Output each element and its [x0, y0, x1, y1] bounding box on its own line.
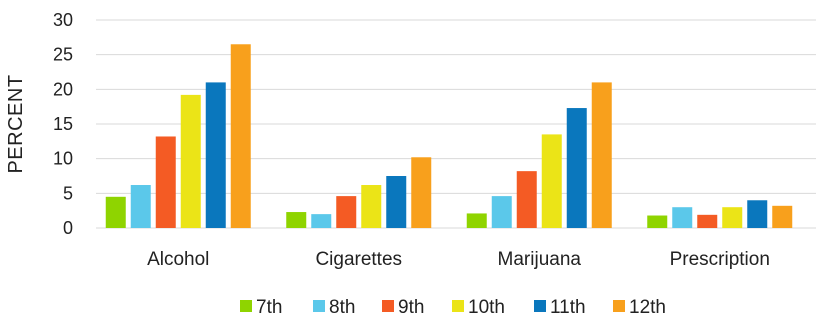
bar: [386, 176, 407, 228]
legend-label: 12th: [629, 297, 666, 318]
bar: [566, 108, 587, 228]
bar: [155, 136, 176, 228]
gridlines: [96, 19, 816, 229]
bar: [516, 171, 537, 228]
legend-label: 10th: [468, 297, 505, 318]
category-label: Marijuana: [498, 249, 582, 270]
bar: [230, 44, 251, 229]
y-tick-label: 15: [53, 114, 73, 134]
bar: [491, 196, 512, 228]
bar: [647, 215, 668, 228]
bar: [205, 82, 226, 229]
bar: [747, 200, 768, 228]
legend-swatch: [452, 300, 464, 312]
bar: [591, 82, 612, 229]
bar: [105, 196, 126, 228]
category-labels: Alcohol Cigarettes Marijuana Prescription: [147, 249, 770, 270]
legend-swatch: [534, 300, 546, 312]
y-tick-label: 10: [53, 149, 73, 169]
bar: [180, 94, 201, 228]
bars: [105, 44, 793, 229]
bar: [311, 214, 332, 228]
y-axis-ticks: 0 5 10 15 20 25 30: [53, 10, 73, 238]
bar: [541, 134, 562, 228]
bar: [411, 157, 432, 228]
y-tick-label: 25: [53, 45, 73, 65]
bar: [130, 185, 151, 228]
bar: [466, 213, 487, 228]
bar: [286, 212, 307, 228]
y-axis-title: PERCENT: [5, 74, 27, 173]
category-label: Alcohol: [147, 249, 209, 270]
bar: [672, 207, 693, 228]
legend: 7th 8th 9th 10th 11th 12th: [240, 297, 666, 318]
legend-swatch: [313, 300, 325, 312]
legend-label: 9th: [398, 297, 424, 318]
category-label: Prescription: [670, 249, 770, 270]
y-tick-label: 20: [53, 79, 73, 99]
bar: [361, 185, 382, 228]
legend-label: 8th: [329, 297, 355, 318]
y-tick-label: 30: [53, 10, 73, 30]
legend-swatch: [240, 300, 252, 312]
bar: [772, 205, 793, 228]
y-tick-label: 5: [63, 183, 73, 203]
y-tick-label: 0: [63, 218, 73, 238]
legend-swatch: [613, 300, 625, 312]
legend-label: 7th: [256, 297, 282, 318]
legend-label: 11th: [550, 297, 586, 318]
bar: [697, 214, 718, 228]
legend-swatch: [382, 300, 394, 312]
bar: [336, 196, 357, 228]
bar: [722, 207, 743, 228]
category-label: Cigarettes: [315, 249, 402, 270]
